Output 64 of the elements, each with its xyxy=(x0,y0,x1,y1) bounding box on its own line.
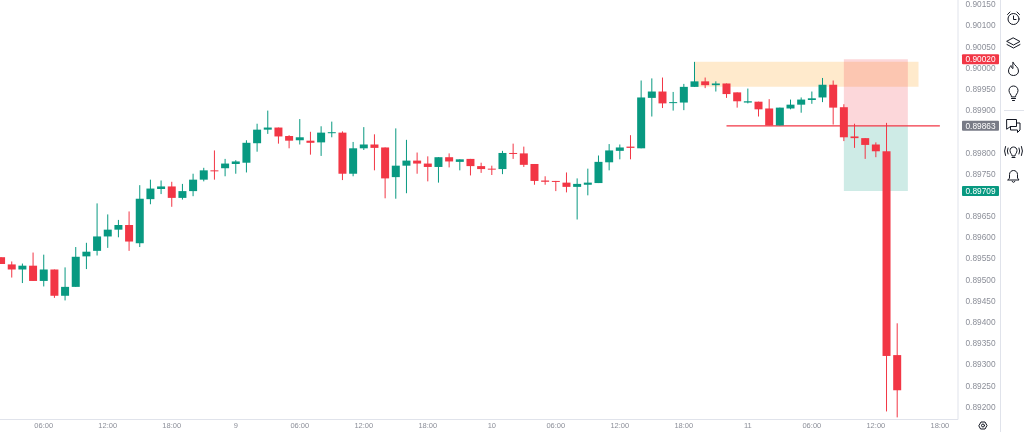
candlestick xyxy=(295,118,304,145)
candlestick xyxy=(445,152,454,168)
candlestick xyxy=(359,126,368,151)
candlestick xyxy=(189,173,198,197)
candlestick xyxy=(402,139,411,194)
candlestick xyxy=(818,77,827,103)
candlestick xyxy=(210,149,219,181)
y-tick-label: 0.89450 xyxy=(965,295,996,306)
candlestick xyxy=(573,177,582,220)
candlestick xyxy=(125,210,134,252)
y-tick-label: 0.89550 xyxy=(965,253,996,264)
candlestick xyxy=(157,180,166,195)
text: 0.89863 xyxy=(965,120,996,131)
candlestick xyxy=(498,150,507,175)
candlestick xyxy=(583,168,592,196)
candlestick xyxy=(61,266,70,301)
candlestick xyxy=(658,77,667,109)
y-tick-label: 0.89950 xyxy=(965,83,996,94)
y-tick-label: 0.89400 xyxy=(965,317,996,328)
candlestick xyxy=(370,133,379,171)
y-tick-label: 0.89600 xyxy=(965,232,996,243)
candlestick xyxy=(647,77,656,118)
y-tick-label: 0.89650 xyxy=(965,211,996,222)
y-tick-label: 0.89750 xyxy=(965,168,996,179)
candlestick xyxy=(519,146,528,168)
y-tick-label: 0.89350 xyxy=(965,338,996,349)
candlestick xyxy=(594,155,603,184)
candlestick xyxy=(605,143,614,171)
candlestick xyxy=(285,134,294,149)
y-tick-label: 0.89900 xyxy=(965,105,996,116)
candlestick xyxy=(263,110,272,135)
candlestick xyxy=(690,61,699,88)
text: 0.90020 xyxy=(965,54,996,65)
candlestick xyxy=(711,80,720,93)
candlestick xyxy=(253,123,262,153)
candlestick xyxy=(391,127,400,200)
text: 0.89709 xyxy=(965,186,996,197)
y-tick-label: 0.89250 xyxy=(965,380,996,391)
candlestick xyxy=(551,180,560,192)
candlestick xyxy=(242,139,251,173)
y-tick-label: 0.89300 xyxy=(965,359,996,370)
candlestick xyxy=(317,125,326,157)
candlestick xyxy=(669,91,678,112)
candlestick xyxy=(477,162,486,174)
candlestick xyxy=(306,131,315,156)
candlestick xyxy=(679,83,688,111)
y-tick-label: 0.89200 xyxy=(965,401,996,412)
candlestick xyxy=(146,179,155,205)
candlestick xyxy=(562,171,571,193)
y-tick-label: 0.90100 xyxy=(965,20,996,31)
candlestick xyxy=(39,254,48,287)
candlestick xyxy=(434,156,443,184)
candlestick xyxy=(167,181,176,208)
candlestick xyxy=(861,137,870,160)
candlestick xyxy=(413,152,422,175)
candlestick xyxy=(509,143,518,160)
y-tick-label: 0.90050 xyxy=(965,41,996,52)
y-tick-label: 0.89500 xyxy=(965,274,996,285)
candlestick xyxy=(29,252,38,282)
candlestick xyxy=(871,141,880,158)
y-tick-label: 0.90000 xyxy=(965,62,996,73)
y-tick-label: 0.90150 xyxy=(965,0,996,10)
y-tick-label: 0.89800 xyxy=(965,147,996,158)
candlestick xyxy=(93,202,102,257)
